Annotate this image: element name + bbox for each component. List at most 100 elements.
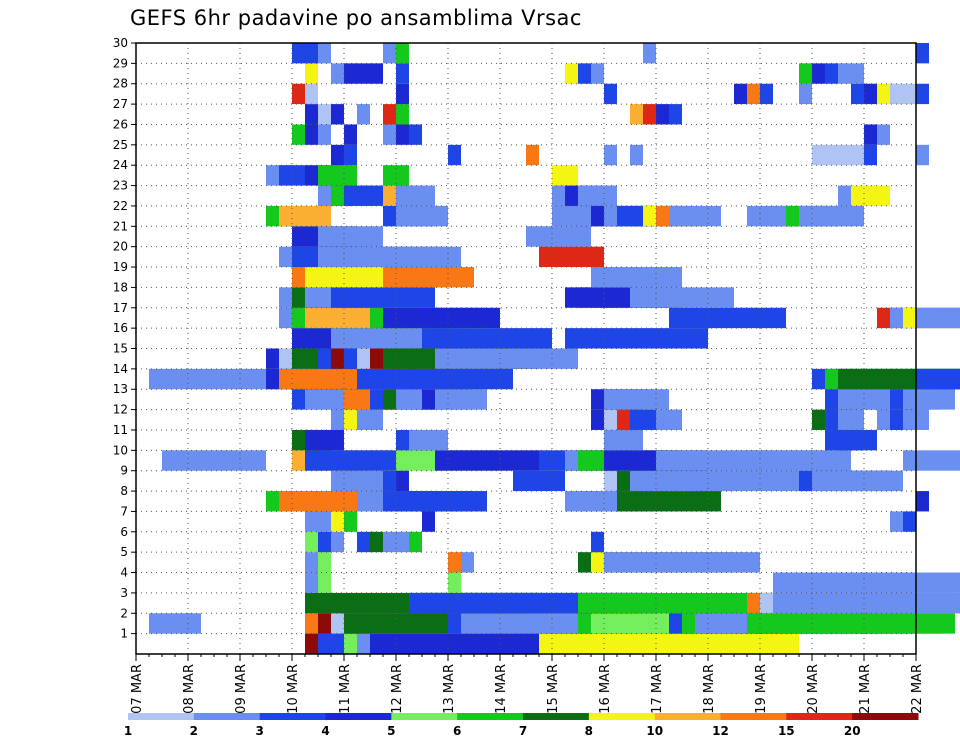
colorbar-swatch [391,713,458,720]
colorbar-label: 20 [844,724,861,738]
heatmap-cell [851,83,864,105]
heatmap-cell [396,83,409,105]
heatmap-cell [526,226,591,247]
heatmap-cell [409,124,422,145]
heatmap-cell [383,267,474,288]
heatmap-cell [747,450,851,471]
heatmap-cell [318,552,331,573]
colorbar-label: 1 [124,724,132,738]
heatmap-cell [305,450,409,471]
heatmap-cell [734,83,747,105]
heatmap-cell [318,531,331,553]
x-tick-label: 19 MAR [754,664,769,714]
heatmap-cell [656,104,669,125]
y-tick-label: 6 [120,525,128,539]
heatmap-cell [409,531,422,553]
heatmap-cell [383,307,500,329]
x-tick-label: 07 MAR [130,664,145,714]
heatmap-cell [851,63,864,84]
y-tick-label: 4 [120,566,128,580]
y-tick-label: 25 [113,138,128,152]
y-tick-label: 30 [113,36,128,50]
heatmap-cell [877,83,890,105]
heatmap-cell [669,307,786,329]
colorbar-label: 8 [585,724,593,738]
heatmap-cell [396,531,409,553]
heatmap-cell [292,83,305,105]
heatmap-cell [617,491,721,512]
heatmap-cell [370,531,383,553]
heatmap-cell [344,144,357,166]
heatmap-cell [916,307,960,329]
heatmap-cell [344,185,383,206]
colorbar-swatch [457,713,524,720]
heatmap-cell [604,552,760,573]
heatmap-cell [305,43,318,64]
colorbar-label: 6 [453,724,461,738]
y-tick-label: 15 [113,342,128,356]
y-tick-label: 11 [113,423,128,437]
x-tick-label: 20 MAR [806,664,821,714]
heatmap-cell [916,368,960,390]
heatmap-cell [916,83,929,105]
heatmap-cell [812,592,960,614]
heatmap-cell [435,450,539,471]
colorbar-label: 12 [712,724,729,738]
heatmap-cell [916,144,929,166]
heatmap-cell [331,144,344,166]
colorbar-label: 4 [321,724,329,738]
heatmap-cell [396,246,461,268]
heatmap-cell [149,613,201,634]
heatmap-cell [331,104,344,125]
heatmap-cell [357,368,513,390]
colorbar-label: 10 [646,724,663,738]
heatmap-cell [305,552,318,573]
grid-lines [136,43,916,654]
heatmap-cell [318,572,331,593]
heatmap-cell [890,83,903,105]
heatmap-cell [604,144,617,166]
y-tick-label: 29 [113,56,128,70]
heatmap-cell [383,124,396,145]
x-tick-label: 18 MAR [702,664,717,714]
heatmap-cell [344,511,357,532]
heatmap-cell [669,104,682,125]
y-tick-label: 14 [113,362,128,376]
heatmap-cell [565,328,708,349]
heatmap-cell [305,83,318,105]
y-tick-label: 27 [113,97,128,111]
y-tick-label: 24 [113,158,128,172]
colorbar-swatch [325,713,392,720]
y-tick-label: 7 [120,504,128,518]
heatmap-cell [331,165,357,186]
heatmap-cell [305,572,318,593]
heatmap-cell [565,63,578,84]
heatmap-cell [370,633,591,654]
heatmap-cell [864,83,877,105]
colorbar-swatch [720,713,787,720]
heatmap-cell [604,83,617,105]
heatmap-cell [591,267,682,288]
colorbar-label: 15 [778,724,795,738]
x-tick-label: 10 MAR [286,664,301,714]
heatmap-cell [383,165,409,186]
heatmap-cell [357,409,383,430]
x-tick-label: 22 MAR [910,664,925,714]
heatmap-cell [838,144,851,166]
colorbar-swatch [588,713,656,720]
x-tick-label: 17 MAR [650,664,665,714]
heatmap-cell [344,470,383,492]
heatmap-cell [513,470,565,492]
heatmap-cell [825,63,838,84]
heatmap-cell [578,185,617,206]
heatmap-cell [916,43,929,64]
x-tick-label: 14 MAR [494,664,509,714]
colorbar-swatch [852,713,919,720]
y-tick-label: 1 [120,627,128,641]
heatmap-cell [383,43,396,64]
heatmap-cell [357,531,370,553]
heatmap-cell [383,470,396,492]
x-tick-label: 08 MAR [182,664,197,714]
heatmap-cell [396,124,409,145]
heatmap-cell [643,104,656,125]
